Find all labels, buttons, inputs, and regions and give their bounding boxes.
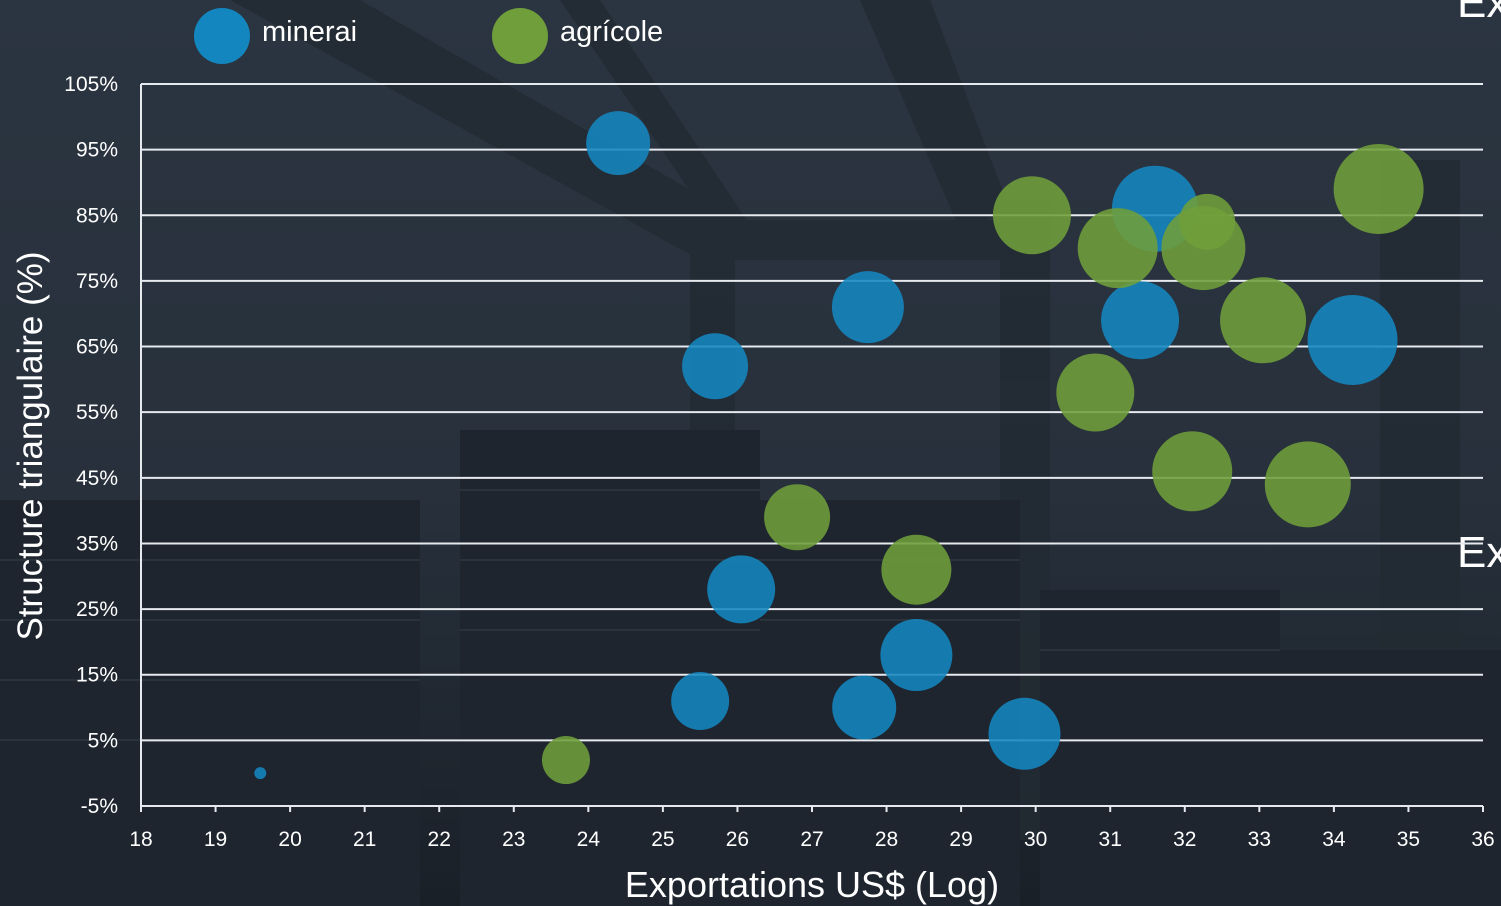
- legend-swatch-agricole: [492, 8, 548, 64]
- x-tick-label: 28: [875, 828, 898, 851]
- bubble-minerai: [682, 333, 749, 400]
- y-tick-label: 35%: [76, 532, 118, 555]
- y-tick-label: 15%: [76, 664, 118, 687]
- bubble-agricole: [1179, 193, 1236, 250]
- bubble-agricole: [764, 484, 831, 551]
- y-tick-label: 105%: [64, 73, 118, 96]
- x-tick-label: 20: [278, 828, 301, 851]
- gridlines: [141, 83, 1483, 807]
- bubbles: [254, 111, 1424, 785]
- bubble-agricole: [1220, 277, 1307, 364]
- bubble-minerai: [254, 767, 267, 780]
- legend-label-agricole: agrícole: [560, 16, 663, 48]
- bubble-agricole: [1056, 353, 1135, 432]
- x-tick-label: 21: [353, 828, 376, 851]
- bubble-agricole: [1077, 208, 1158, 289]
- crane-silhouette: [230, 0, 1460, 840]
- y-axis-label: Structure triangulaire (%): [11, 251, 50, 640]
- x-tick-label: 36: [1471, 828, 1494, 851]
- x-tick-label: 25: [651, 828, 674, 851]
- x-tick-label: 23: [502, 828, 525, 851]
- x-tick-label: 35: [1397, 828, 1420, 851]
- bubble-minerai: [671, 671, 730, 730]
- x-tick-label: 34: [1322, 828, 1346, 851]
- y-tick-label: 55%: [76, 401, 118, 424]
- bubble-agricole: [541, 736, 590, 785]
- x-tick-label: 31: [1099, 828, 1122, 851]
- bubble-minerai: [988, 697, 1061, 770]
- y-tick-label: 25%: [76, 598, 118, 621]
- x-tick-label: 22: [428, 828, 451, 851]
- bubble-minerai: [1101, 281, 1180, 360]
- bubble-agricole: [1152, 431, 1233, 512]
- x-tick-label: 32: [1173, 828, 1196, 851]
- bubble-minerai: [586, 111, 651, 176]
- bubble-agricole: [1264, 441, 1351, 528]
- x-tick-labels: 18 19 20 21 22 23 24 25 26 27 28 29 30 31 32 33 34 35 36: [129, 828, 1494, 851]
- axes: [140, 84, 1484, 812]
- y-tick-label: 65%: [76, 336, 118, 359]
- y-tick-label: 5%: [88, 729, 118, 752]
- bubble-minerai: [832, 675, 897, 740]
- y-tick-label: -5%: [81, 795, 118, 818]
- x-axis-label: Exportations US$ (Log): [625, 864, 999, 905]
- bubble-agricole: [1333, 144, 1424, 235]
- y-tick-label: 95%: [76, 139, 118, 162]
- background-text-fragment-mid: Ex: [1457, 528, 1501, 577]
- x-tick-label: 33: [1248, 828, 1271, 851]
- legend-label-minerai: minerai: [262, 16, 357, 48]
- y-tick-label: 45%: [76, 467, 118, 490]
- legend-swatch-minerai: [194, 8, 250, 64]
- background-text-fragment-top: Ex: [1457, 0, 1501, 27]
- x-tick-label: 24: [577, 828, 601, 851]
- y-tick-label: 75%: [76, 270, 118, 293]
- x-tick-label: 30: [1024, 828, 1047, 851]
- bubble-minerai: [707, 555, 776, 624]
- bubble-minerai: [880, 619, 953, 692]
- x-tick-label: 26: [726, 828, 749, 851]
- bubble-agricole: [881, 534, 952, 605]
- x-tick-label: 19: [204, 828, 227, 851]
- x-tick-label: 27: [800, 828, 823, 851]
- container-stacks: [0, 430, 1501, 906]
- y-tick-label: 85%: [76, 204, 118, 227]
- bubble-minerai: [1307, 294, 1398, 385]
- bubble-agricole: [992, 176, 1071, 255]
- x-tick-label: 18: [129, 828, 152, 851]
- y-tick-labels: 105% 95% 85% 75% 65% 55% 45% 35% 25% 15% 5% -5%: [64, 73, 118, 818]
- legend: minerai agrícole: [194, 8, 663, 64]
- bubble-minerai: [831, 271, 904, 344]
- x-tick-label: 29: [949, 828, 972, 851]
